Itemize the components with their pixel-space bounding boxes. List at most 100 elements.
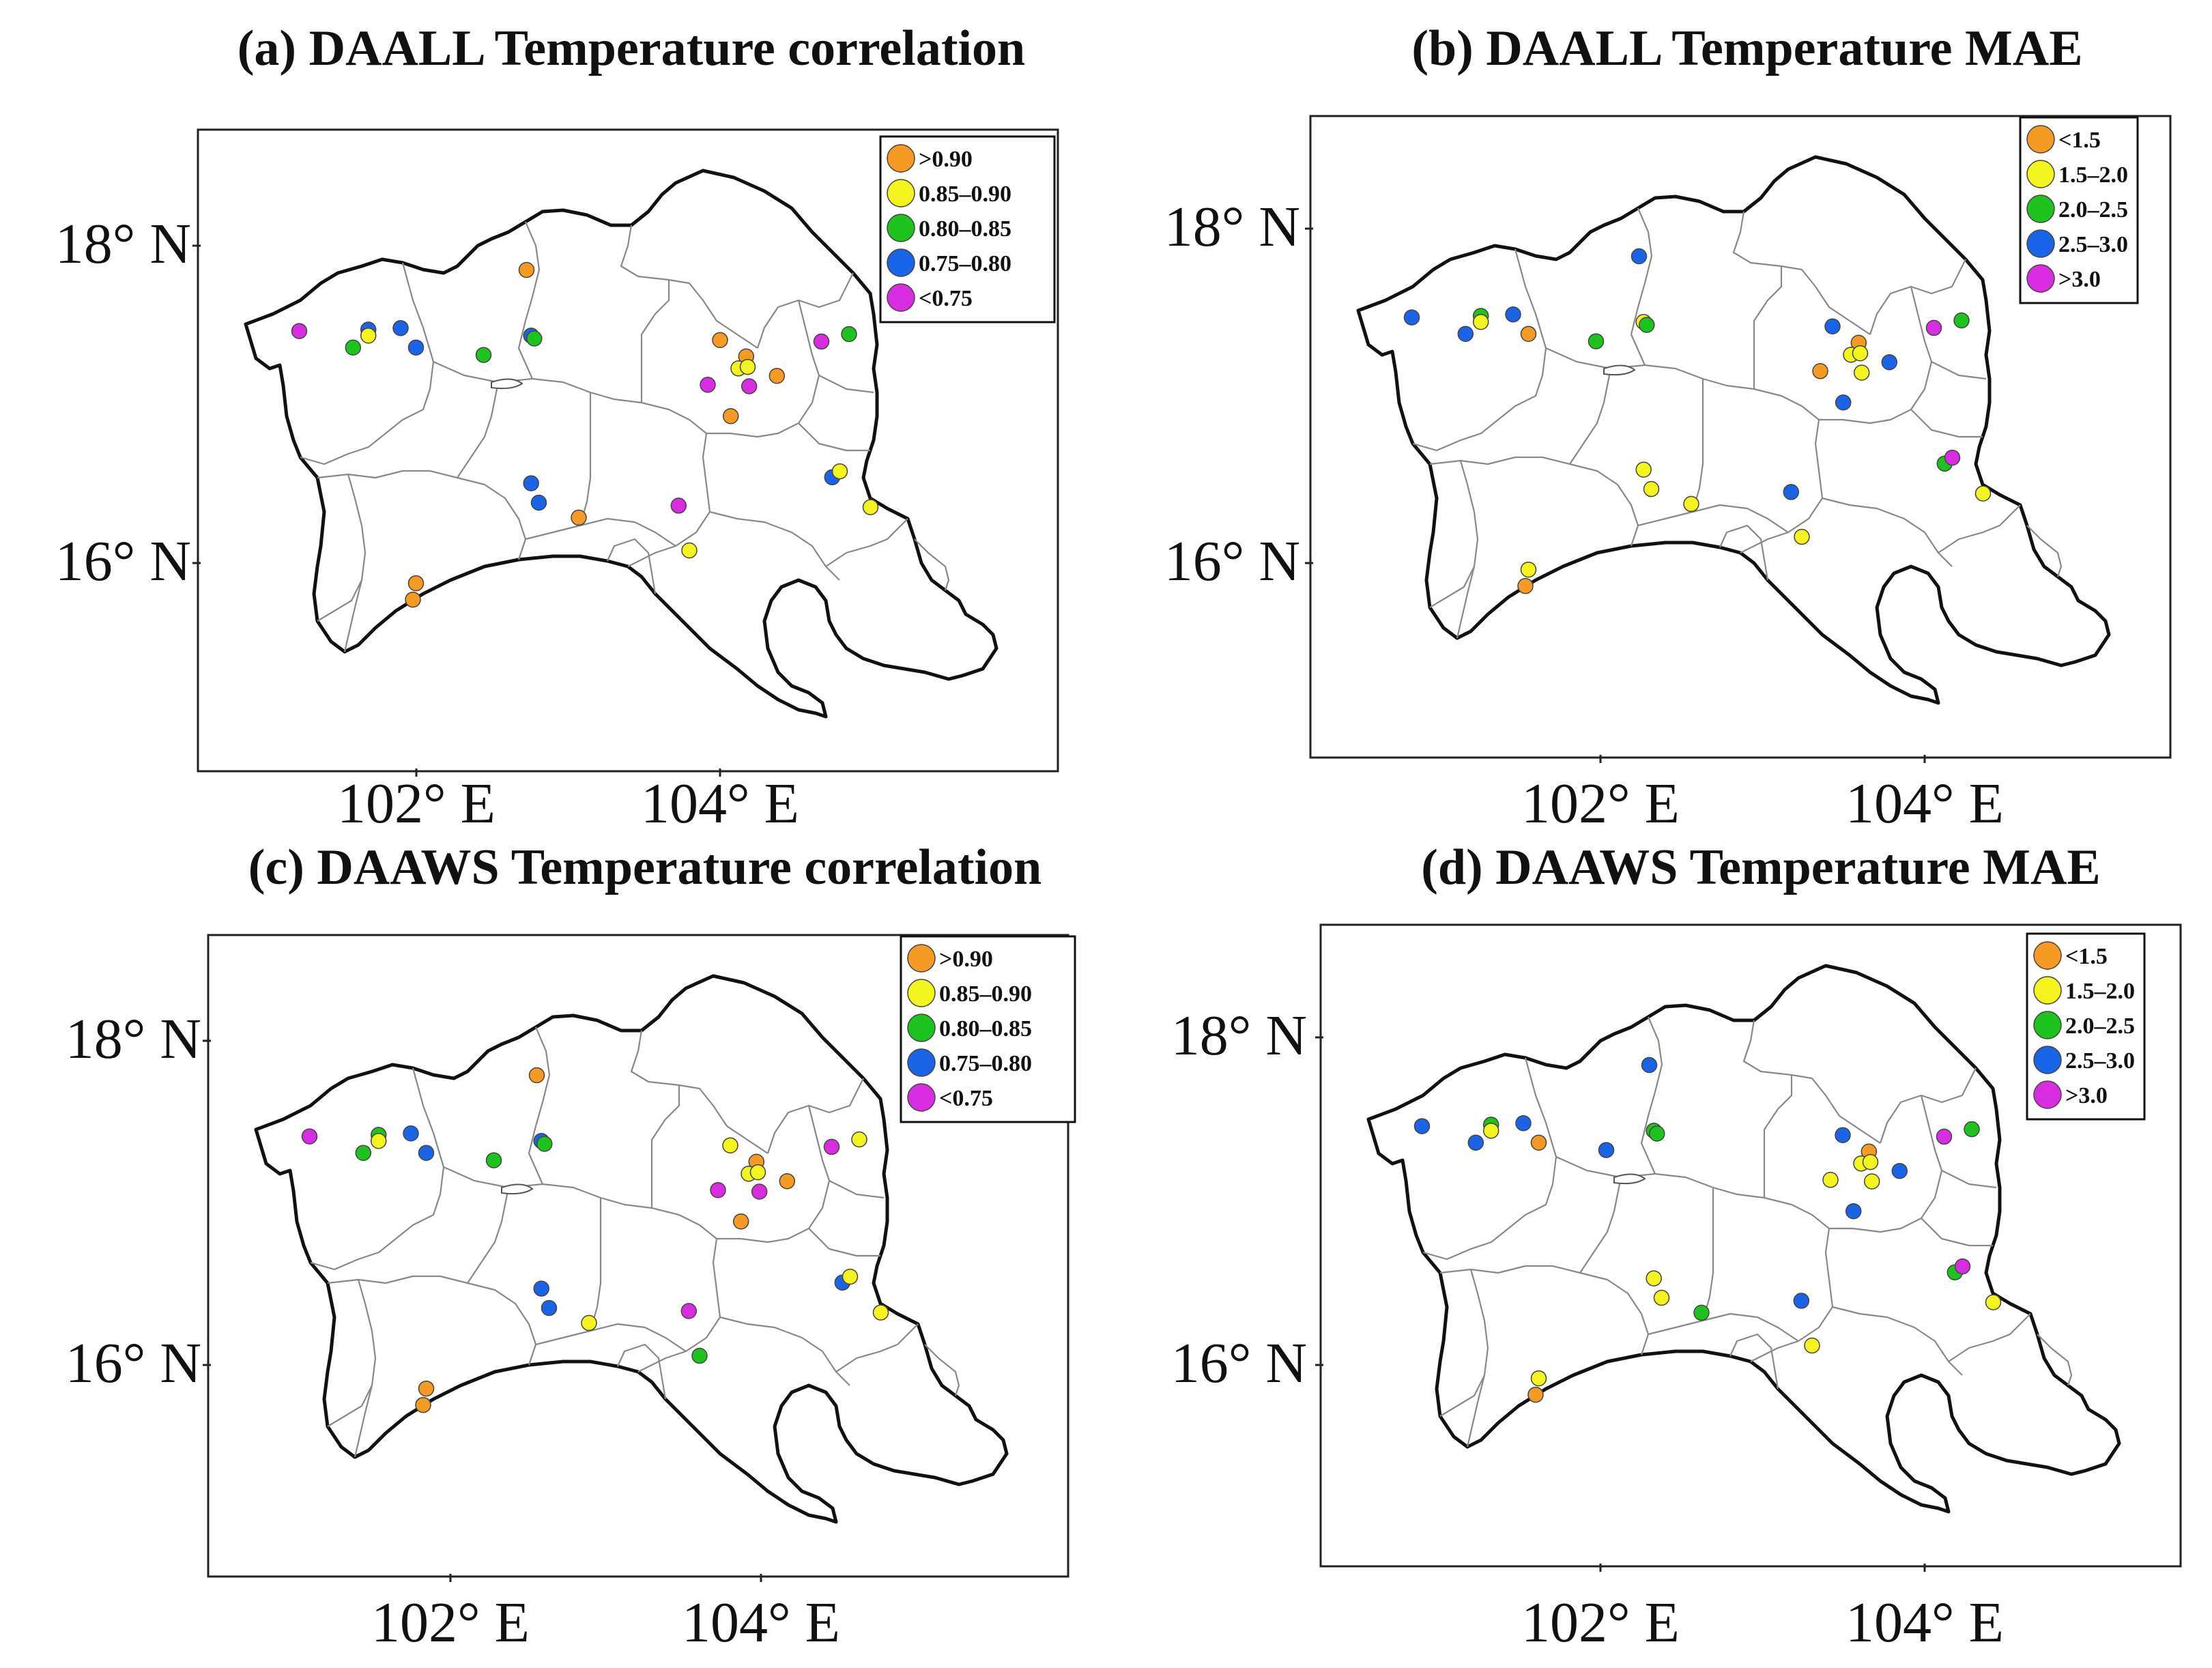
station-marker xyxy=(418,1380,435,1397)
station-marker xyxy=(1804,1337,1820,1354)
legend-swatch xyxy=(2026,195,2055,223)
station-marker xyxy=(1953,312,1970,329)
station-marker xyxy=(1588,333,1605,349)
station-marker xyxy=(831,463,848,480)
panel-title: (b) DAALL Temperature MAE xyxy=(1411,20,2082,76)
legend-label: <1.5 xyxy=(2065,944,2108,969)
lon-tick-label: 102° E xyxy=(371,1591,530,1654)
legend: >0.90 0.85–0.90 0.80–0.85 0.75–0.80 <0.75 xyxy=(900,935,1076,1123)
station-marker xyxy=(732,1213,749,1230)
legend-swatch xyxy=(2033,976,2062,1005)
legend-label: 0.80–0.85 xyxy=(939,1016,1032,1041)
station-marker xyxy=(769,367,786,384)
station-marker xyxy=(1783,484,1800,500)
legend-swatch xyxy=(887,248,915,277)
legend-label: <0.75 xyxy=(919,286,973,311)
station-marker xyxy=(1413,1118,1431,1134)
legend-label: >0.90 xyxy=(939,947,993,972)
station-marker xyxy=(779,1173,796,1190)
station-marker xyxy=(528,1067,545,1084)
panel-title: (c) DAAWS Temperature correlation xyxy=(248,839,1042,895)
station-marker xyxy=(1793,1293,1810,1309)
station-marker xyxy=(1852,345,1869,362)
panel-title: (a) DAALL Temperature correlation xyxy=(238,20,1025,76)
legend-swatch xyxy=(2026,229,2055,258)
legend-swatch xyxy=(2033,1046,2062,1074)
lat-tick-label: 16° N xyxy=(1164,530,1300,593)
legend-label: >3.0 xyxy=(2065,1083,2108,1108)
legend: >0.90 0.85–0.90 0.80–0.85 0.75–0.80 <0.75 xyxy=(879,135,1056,323)
station-marker xyxy=(749,1164,766,1181)
station-marker xyxy=(533,1280,549,1297)
legend-label: 2.5–3.0 xyxy=(2065,1048,2135,1074)
station-marker xyxy=(851,1131,867,1148)
lon-tick-label: 102° E xyxy=(1521,772,1680,835)
legend: <1.5 1.5–2.0 2.0–2.5 2.5–3.0 >3.0 xyxy=(2026,932,2146,1121)
legend-label: 0.85–0.90 xyxy=(939,981,1032,1007)
lat-tick-label: 16° N xyxy=(1171,1332,1307,1395)
lon-tick-label: 104° E xyxy=(682,1591,840,1654)
station-marker xyxy=(581,1314,597,1332)
station-marker xyxy=(710,1182,726,1198)
station-marker xyxy=(418,1145,435,1161)
legend-label: <1.5 xyxy=(2058,128,2101,153)
station-marker xyxy=(523,475,539,491)
station-marker xyxy=(1862,1153,1879,1170)
station-marker xyxy=(680,1303,698,1319)
legend-swatch xyxy=(907,1083,936,1112)
legend-swatch xyxy=(907,1048,936,1077)
station-marker xyxy=(360,327,377,344)
lat-tick-label: 18° N xyxy=(55,212,191,276)
station-marker xyxy=(518,261,535,278)
legend-swatch xyxy=(907,1013,936,1042)
legend-swatch xyxy=(2026,264,2055,293)
station-marker xyxy=(370,1132,387,1149)
station-marker xyxy=(1641,1056,1658,1074)
station-marker xyxy=(1639,317,1655,333)
station-marker xyxy=(1835,1127,1851,1143)
station-marker xyxy=(403,1125,419,1142)
station-marker xyxy=(1515,1115,1532,1132)
station-marker xyxy=(1505,306,1521,323)
legend-label: 0.85–0.90 xyxy=(919,182,1011,207)
station-marker xyxy=(407,339,425,356)
station-marker xyxy=(1598,1142,1615,1158)
legend-label: 1.5–2.0 xyxy=(2058,162,2128,188)
station-marker xyxy=(1683,495,1699,513)
station-marker xyxy=(862,499,879,515)
station-marker xyxy=(1520,326,1537,342)
station-marker xyxy=(1467,1134,1484,1151)
lon-tick-label: 104° E xyxy=(641,772,799,835)
station-marker xyxy=(345,339,362,356)
station-marker xyxy=(1824,318,1841,334)
station-marker xyxy=(722,1137,738,1153)
legend-label: 2.0–2.5 xyxy=(2065,1013,2135,1039)
station-marker xyxy=(700,377,716,393)
lat-tick-label: 16° N xyxy=(66,1332,201,1395)
station-marker xyxy=(739,358,756,375)
station-marker xyxy=(405,591,421,608)
station-marker xyxy=(1527,1386,1544,1403)
legend-label: <0.75 xyxy=(939,1086,993,1111)
station-marker xyxy=(485,1152,502,1168)
station-marker xyxy=(1881,354,1898,371)
station-marker xyxy=(1794,528,1810,545)
station-marker xyxy=(712,332,728,348)
station-marker xyxy=(1936,1128,1953,1145)
station-marker xyxy=(1631,248,1648,265)
station-marker xyxy=(670,498,687,514)
legend-swatch xyxy=(887,179,915,207)
station-marker xyxy=(1974,485,1992,502)
map-panel-1: (a) DAALL Temperature correlation 18° N 16… xyxy=(55,20,1059,835)
station-marker xyxy=(355,1145,372,1161)
station-markers xyxy=(301,1067,889,1413)
legend-swatch xyxy=(2026,125,2055,154)
station-marker xyxy=(1985,1294,2002,1310)
station-marker xyxy=(1853,364,1870,381)
legend-swatch xyxy=(2033,1080,2062,1109)
station-marker xyxy=(842,1268,859,1285)
legend-label: >3.0 xyxy=(2058,267,2101,292)
legend-label: 2.0–2.5 xyxy=(2058,197,2128,222)
station-marker xyxy=(1964,1121,1980,1138)
lat-tick-label: 16° N xyxy=(55,530,191,593)
